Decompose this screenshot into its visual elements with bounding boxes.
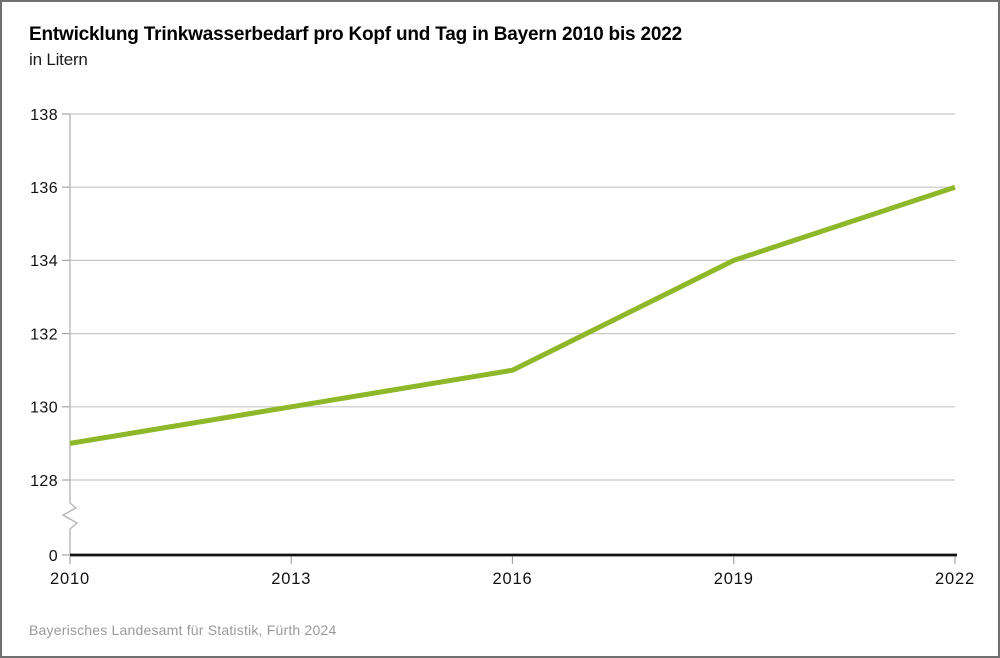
y-tick-label: 128	[30, 473, 58, 490]
chart-subtitle: in Litern	[29, 50, 88, 69]
x-tick-label: 2013	[271, 570, 311, 588]
x-axis-labels: 2010 2013 2016 2019 2022	[50, 570, 975, 588]
x-tick-label: 2019	[714, 570, 754, 588]
y-baseline-label: 0	[49, 548, 58, 565]
gridlines	[70, 113, 955, 481]
data-line	[69, 184, 956, 446]
axis-break-zigzag	[61, 502, 79, 530]
y-axis-labels: 138 136 134 132 130 128 0	[30, 107, 58, 565]
x-tick-label: 2022	[935, 570, 975, 588]
x-axis-ticks	[69, 556, 956, 564]
y-tick-label: 130	[30, 400, 58, 417]
y-tick-label: 138	[30, 107, 58, 124]
y-tick-label: 136	[30, 180, 58, 197]
source-note: Bayerisches Landesamt für Statistik, Für…	[29, 622, 337, 638]
y-tick-label: 134	[30, 253, 58, 270]
data-line-series	[69, 184, 956, 446]
axis-break-symbol	[61, 502, 79, 530]
x-tick-label: 2010	[50, 570, 90, 588]
chart-title: Entwicklung Trinkwasserbedarf pro Kopf u…	[29, 24, 682, 45]
y-axis-ticks	[62, 113, 70, 556]
x-tick-label: 2016	[493, 570, 533, 588]
y-tick-label: 132	[30, 326, 58, 343]
